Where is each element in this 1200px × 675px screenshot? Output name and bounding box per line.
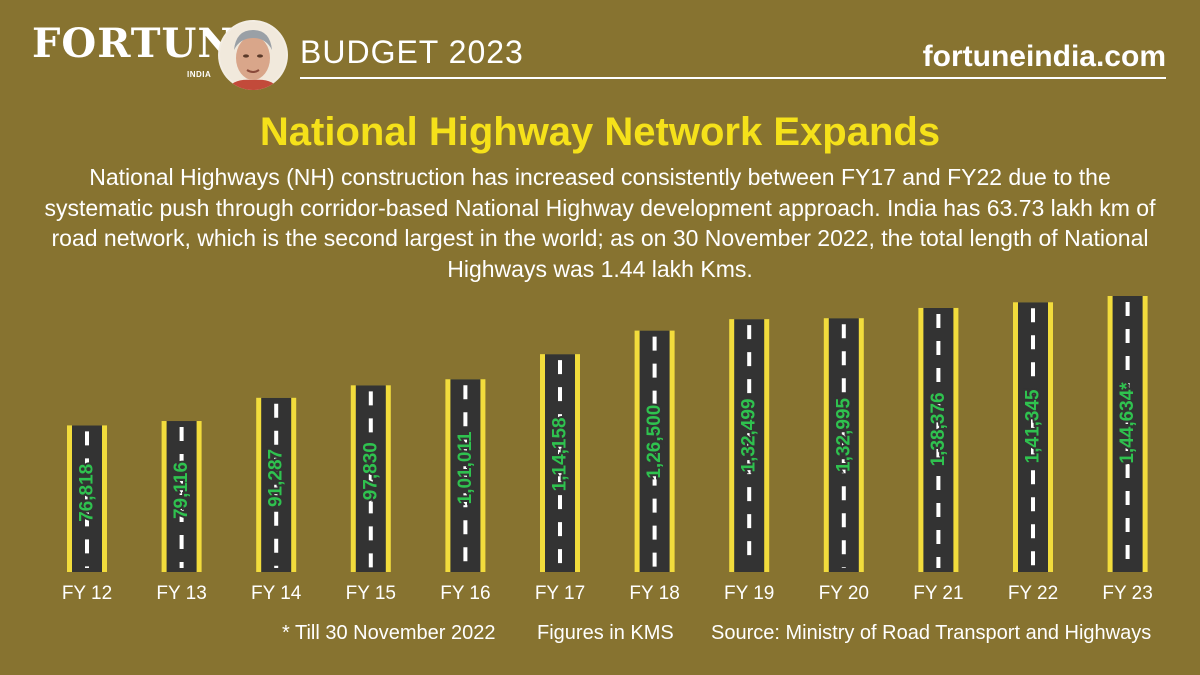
x-tick-label: FY 16: [440, 583, 490, 604]
x-tick-label: FY 17: [535, 583, 585, 604]
bar-road: [1013, 302, 1053, 572]
data-label: 1,01,011: [455, 431, 476, 504]
bar-road: [540, 354, 580, 572]
data-label: 97,830: [360, 442, 381, 500]
bar-chart: 76,818 FY 12 79,116 FY 13 91,287 FY 14 97,830 F…: [62, 296, 1153, 604]
data-label: 1,41,345: [1023, 389, 1044, 463]
bar-road: [634, 330, 675, 572]
x-tick-label: FY 19: [724, 583, 774, 604]
x-tick-label: FY 18: [629, 583, 679, 604]
x-tick-label: FY 22: [1008, 583, 1058, 604]
chart-description: National Highways (NH) construction has …: [44, 164, 1156, 282]
header-divider: [300, 77, 1166, 79]
bar-road: [67, 425, 107, 572]
x-tick-label: FY 20: [819, 583, 869, 604]
bar-road: [161, 421, 202, 572]
data-label: 76,818: [77, 464, 98, 522]
x-tick-label: FY 15: [346, 583, 396, 604]
header: FORTUNE INDIA BUDGET 2023 fortuneindia.c…: [0, 0, 1200, 96]
bar-road: [823, 318, 864, 572]
data-label: 1,14,158: [550, 417, 571, 491]
data-label: 1,26,500: [644, 405, 665, 479]
brand-sub: INDIA: [187, 70, 212, 79]
data-label: 91,287: [266, 449, 287, 507]
section-title: BUDGET 2023: [300, 34, 524, 70]
x-tick-label: FY 12: [62, 583, 112, 604]
x-tick-label: FY 23: [1102, 583, 1152, 604]
bar-road: [918, 307, 959, 572]
x-tick-label: FY 13: [156, 583, 206, 604]
data-label: 1,44,634*: [1117, 382, 1138, 464]
bar-road: [256, 397, 297, 572]
x-tick-label: FY 21: [913, 583, 963, 604]
data-label: 1,38,376: [928, 392, 949, 466]
footnote: * Till 30 November 2022: [282, 622, 496, 644]
site-url[interactable]: fortuneindia.com: [922, 40, 1166, 73]
chart-title: National Highway Network Expands: [259, 110, 941, 154]
bar-road: [350, 385, 391, 572]
portrait-avatar: [218, 20, 288, 90]
bar-road: [729, 319, 770, 572]
source-note: Source: Ministry of Road Transport and H…: [711, 622, 1152, 644]
units-note: Figures in KMS: [537, 622, 674, 644]
data-label: 79,116: [171, 462, 192, 519]
data-label: 1,32,995: [833, 398, 854, 472]
x-tick-label: FY 14: [251, 583, 302, 604]
data-label: 1,32,499: [739, 398, 760, 472]
bar-road: [445, 379, 486, 572]
bar-road: [1107, 296, 1148, 572]
